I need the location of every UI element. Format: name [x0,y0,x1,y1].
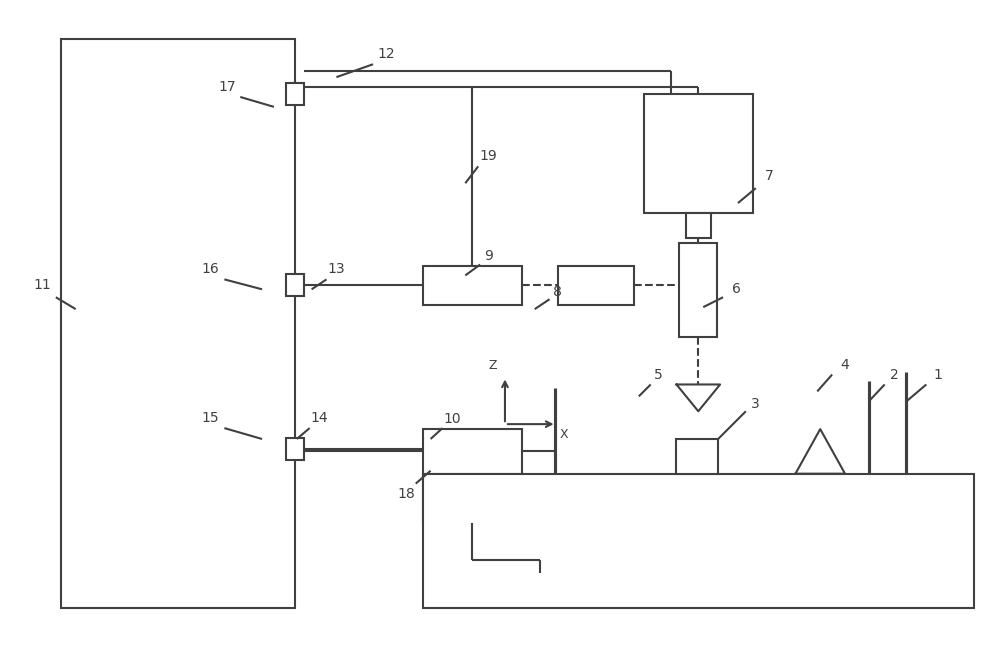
Text: 16: 16 [202,263,219,276]
Text: 6: 6 [732,282,740,296]
Text: Z: Z [489,358,497,371]
Text: 12: 12 [377,47,395,61]
Text: 2: 2 [890,367,899,382]
Bar [423,265,522,305]
Text: 7: 7 [765,170,774,183]
Text: 11: 11 [33,278,51,292]
Bar [423,479,522,523]
Bar [558,265,634,305]
Text: 10: 10 [444,412,461,426]
Text: 17: 17 [219,80,236,94]
Text: 8: 8 [553,285,562,300]
Bar [676,439,718,474]
Text: 4: 4 [841,358,849,371]
Text: 9: 9 [484,248,493,263]
Bar [61,39,295,608]
Bar [286,438,304,460]
Text: X: X [559,428,568,441]
Bar [686,213,711,237]
Text: 14: 14 [311,411,328,425]
Text: 3: 3 [751,397,760,411]
Text: 19: 19 [479,149,497,164]
Text: 15: 15 [202,411,219,425]
Text: 18: 18 [397,487,415,501]
Text: 13: 13 [328,263,345,276]
Text: 1: 1 [934,367,943,382]
Bar [644,94,753,213]
Text: 5: 5 [654,367,663,382]
Bar [423,474,974,608]
Bar [423,429,522,474]
Bar [679,243,717,337]
Bar [286,274,304,296]
Bar [286,83,304,105]
